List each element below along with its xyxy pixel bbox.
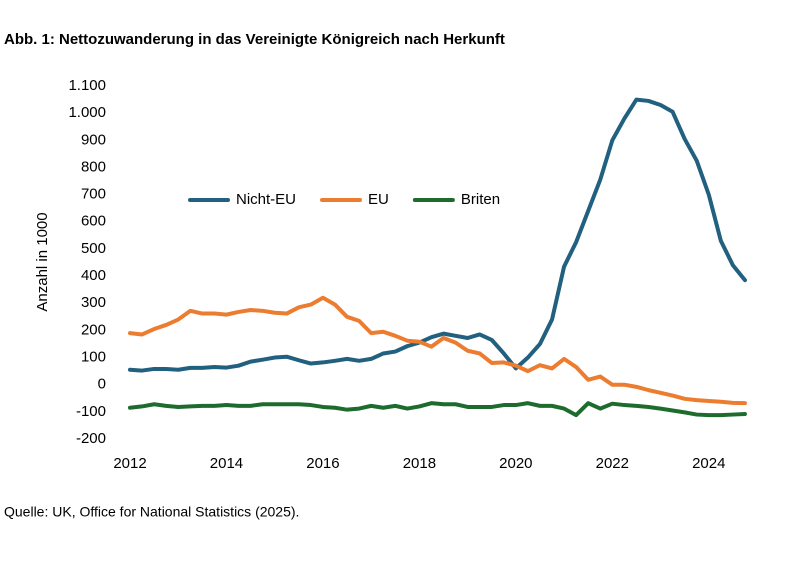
y-axis-label: Anzahl in 1000	[34, 212, 51, 311]
x-tick-label: 2014	[210, 455, 243, 472]
y-tick-label: 300	[81, 294, 106, 311]
legend-label: EU	[368, 191, 389, 208]
y-tick-label: 900	[81, 131, 106, 148]
y-tick-label: 400	[81, 267, 106, 284]
y-tick-label: -200	[76, 430, 106, 447]
x-tick-label: 2016	[306, 455, 339, 472]
data-line	[128, 295, 747, 406]
x-tick-label: 2020	[499, 455, 532, 472]
data-line	[128, 401, 747, 418]
y-tick-label: 100	[81, 349, 106, 366]
x-tick-label: 2012	[113, 455, 146, 472]
y-tick-label: 1.000	[68, 104, 106, 121]
x-tick-label: 2024	[692, 455, 725, 472]
y-tick-label: 1.100	[68, 77, 106, 94]
x-tick-label: 2018	[403, 455, 436, 472]
legend-label: Briten	[461, 191, 500, 208]
y-tick-label: 600	[81, 213, 106, 230]
legend-label: Nicht-EU	[236, 191, 296, 208]
y-tick-label: 200	[81, 321, 106, 338]
y-tick-label: 0	[98, 376, 106, 393]
y-tick-label: 500	[81, 240, 106, 257]
source-note: Quelle: UK, Office for National Statisti…	[4, 504, 299, 520]
x-tick-label: 2022	[596, 455, 629, 472]
y-tick-label: -100	[76, 403, 106, 420]
chart-title: Abb. 1: Nettozuwanderung in das Vereinig…	[4, 31, 505, 48]
y-tick-label: 700	[81, 186, 106, 203]
y-tick-label: 800	[81, 158, 106, 175]
data-line	[128, 97, 747, 373]
